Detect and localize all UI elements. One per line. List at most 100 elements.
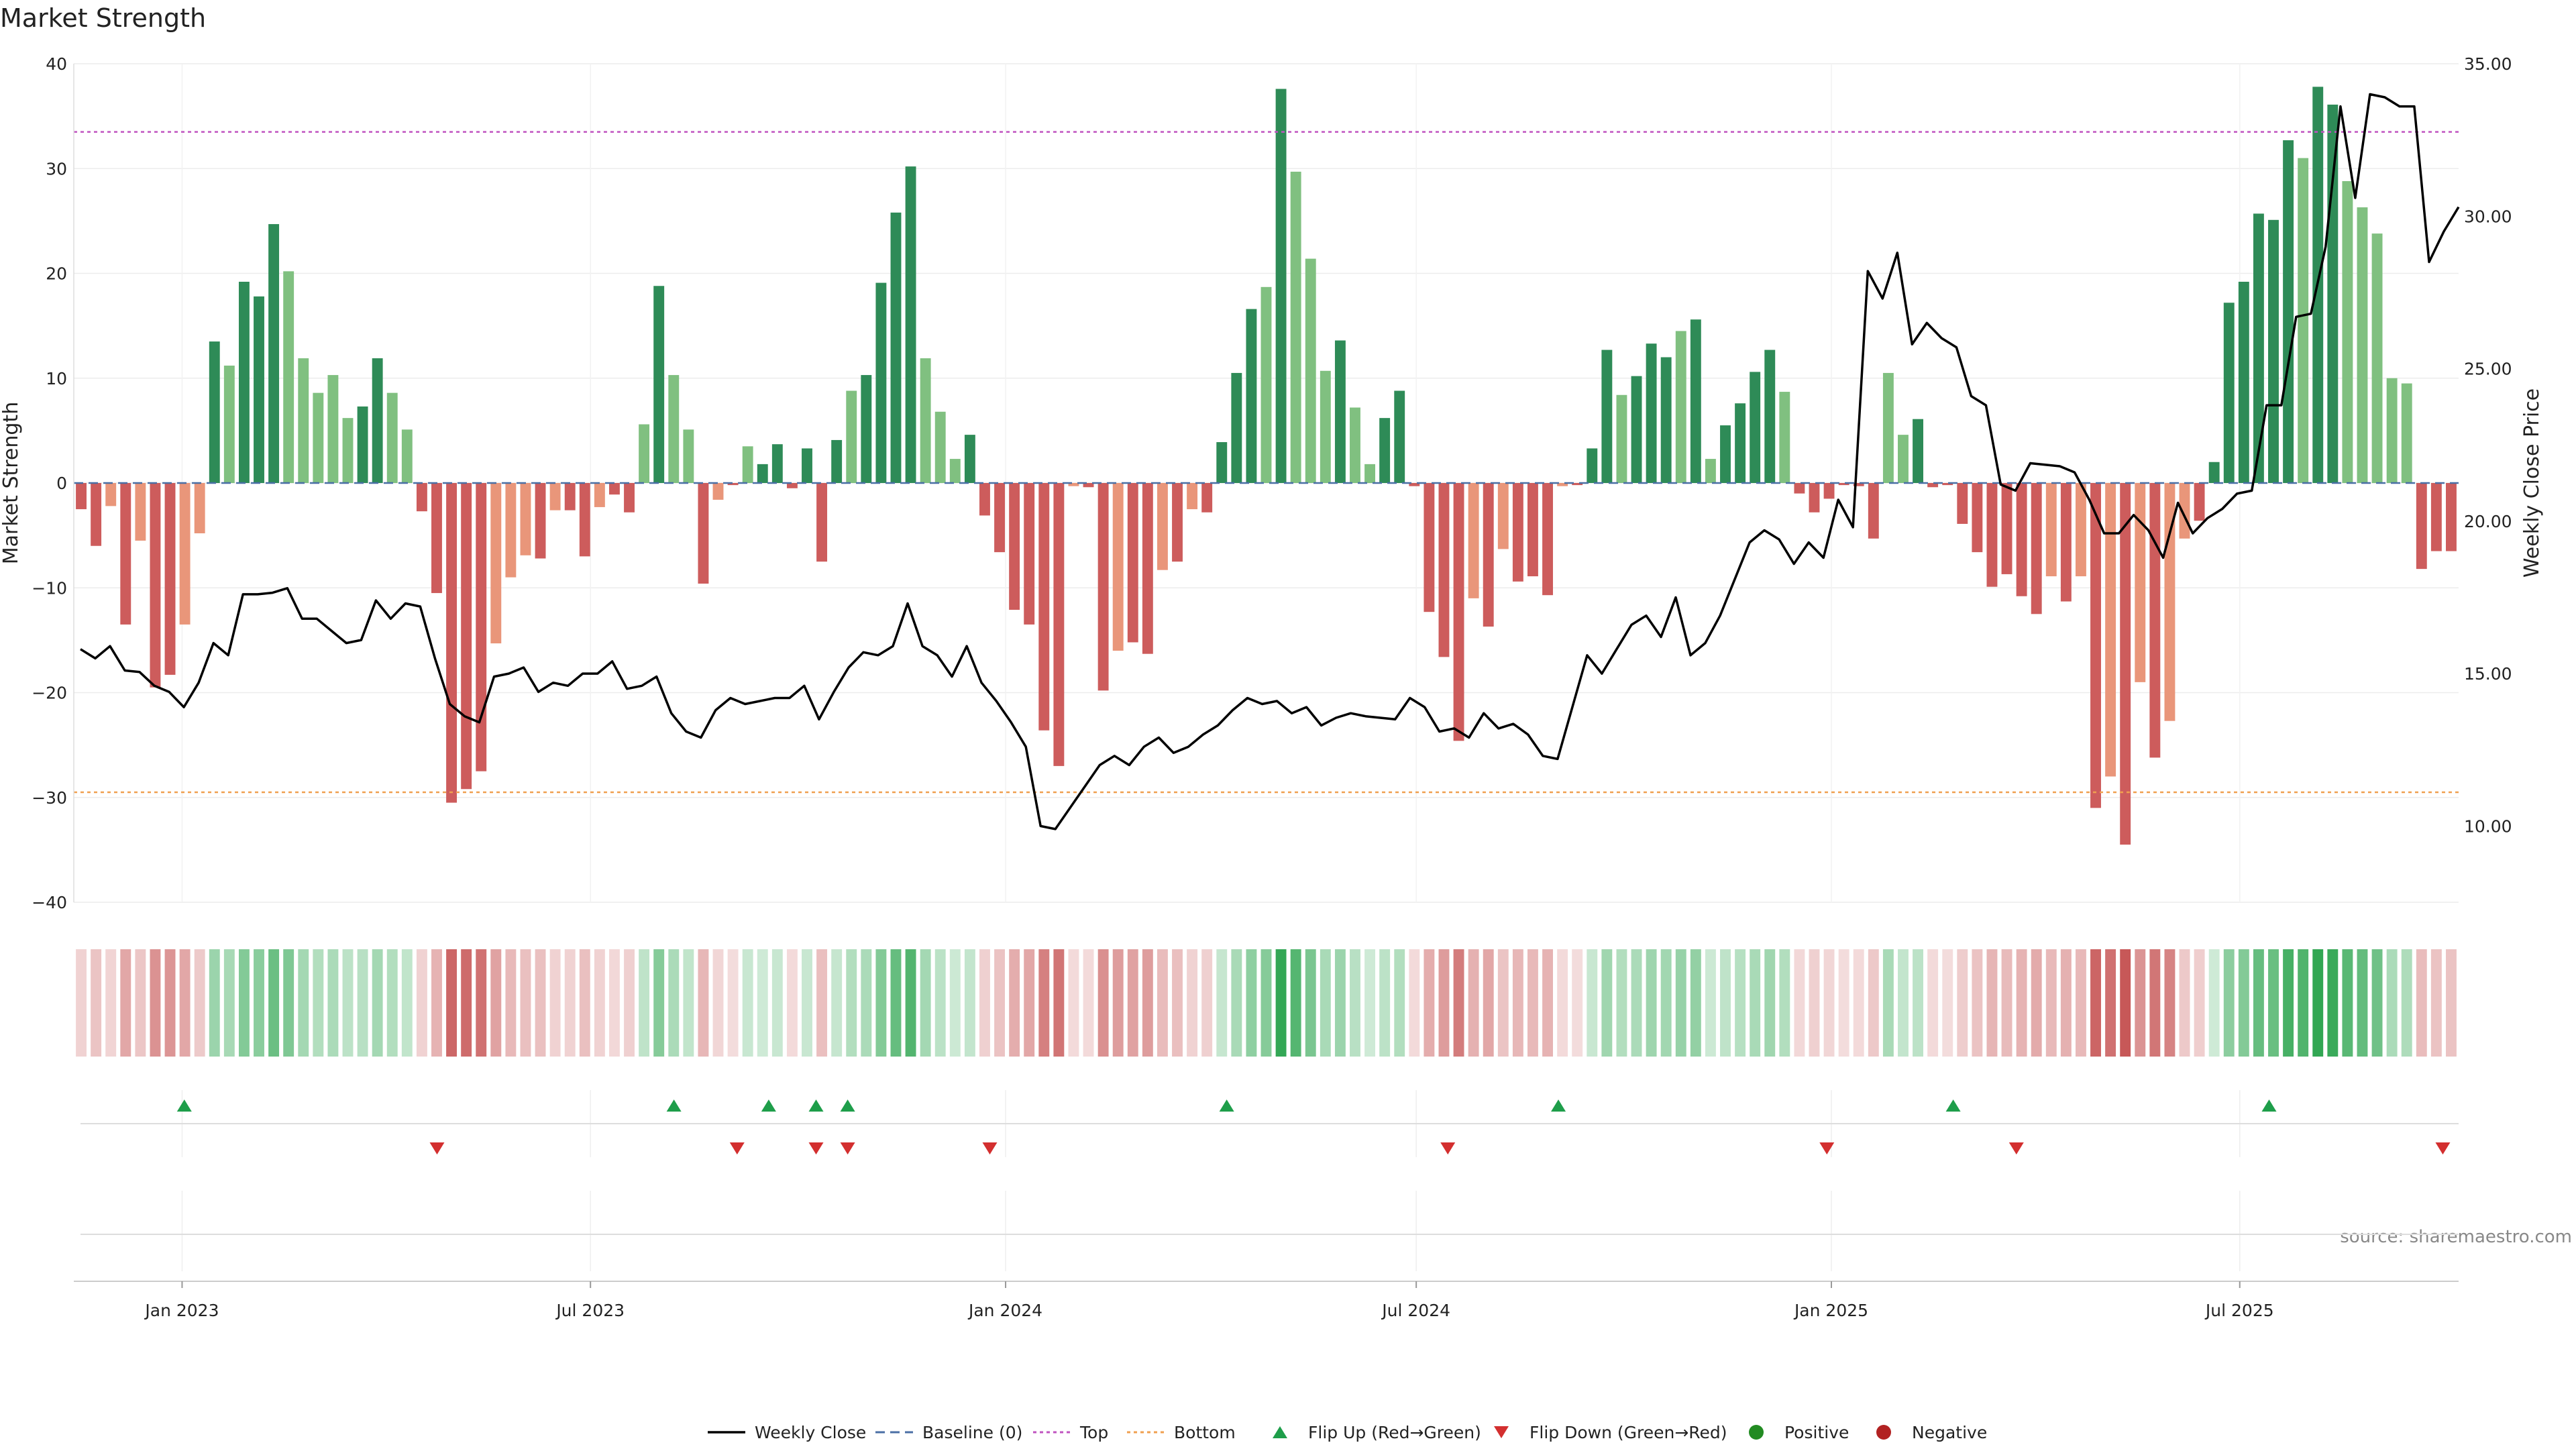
heat-cell (1468, 949, 1479, 1057)
flip-up-marker (1219, 1099, 1234, 1112)
strength-bar (1231, 372, 1242, 483)
heat-cell (608, 949, 620, 1057)
heat-cell (1690, 949, 1701, 1057)
legend-label: Flip Up (Red→Green) (1308, 1423, 1481, 1442)
heat-cell (2031, 949, 2042, 1057)
strength-bar (1320, 370, 1331, 483)
strength-bar (2001, 483, 2012, 574)
heat-cell (2105, 949, 2116, 1057)
heat-cell (2238, 949, 2249, 1057)
strength-bar (608, 483, 620, 495)
heat-cell (238, 949, 250, 1057)
heat-cell (1364, 949, 1376, 1057)
strength-bar (1379, 418, 1391, 483)
heat-cell (535, 949, 546, 1057)
strength-bar (461, 483, 472, 790)
left-tick-label: 40 (46, 54, 67, 74)
strength-bar (1823, 483, 1835, 499)
heat-cell (1068, 949, 1079, 1057)
strength-bar (105, 483, 117, 506)
heat-cell (2312, 949, 2324, 1057)
heat-cell (994, 949, 1005, 1057)
strength-bar (1334, 340, 1346, 483)
heat-cell (579, 949, 590, 1057)
heat-cell (2045, 949, 2057, 1057)
heat-cell (905, 949, 916, 1057)
heat-cell (2016, 949, 2027, 1057)
heat-cell (223, 949, 235, 1057)
heat-cell (327, 949, 339, 1057)
strength-bar (786, 483, 798, 488)
heat-cell (2283, 949, 2294, 1057)
strength-bar (1290, 171, 1301, 483)
heat-cell (120, 949, 131, 1057)
heat-cell (979, 949, 990, 1057)
strength-bar (949, 459, 961, 483)
strength-bar (2401, 383, 2412, 483)
heat-cell (461, 949, 472, 1057)
strength-bar (1053, 483, 1065, 766)
heat-cell (386, 949, 398, 1057)
strength-bar (1187, 483, 1198, 510)
heat-cell (639, 949, 650, 1057)
heat-cell (2416, 949, 2427, 1057)
strength-bar (298, 358, 309, 483)
heat-cell (668, 949, 680, 1057)
strength-bar (283, 271, 294, 483)
strength-bar (1112, 483, 1124, 651)
strength-bars (76, 87, 2457, 845)
heat-cell (564, 949, 576, 1057)
left-tick-label: 30 (46, 159, 67, 178)
strength-bar (2327, 104, 2339, 483)
strength-bar (920, 358, 931, 483)
heat-cell (357, 949, 368, 1057)
heat-cell (313, 949, 324, 1057)
heat-cell (1172, 949, 1183, 1057)
heat-cell (1438, 949, 1450, 1057)
heat-cell (446, 949, 458, 1057)
strength-bar (1690, 319, 1701, 483)
heat-cell (2060, 949, 2072, 1057)
heat-cell (2327, 949, 2339, 1057)
strength-bar (401, 429, 413, 483)
heat-cell (1882, 949, 1894, 1057)
left-tick-label: 0 (56, 474, 67, 493)
strength-bar (342, 418, 354, 483)
strength-bar (2120, 483, 2131, 845)
heat-cell (164, 949, 176, 1057)
strength-bar (816, 483, 828, 562)
strength-bar (2179, 483, 2190, 539)
heat-cell (934, 949, 946, 1057)
strength-bar (1083, 483, 1094, 488)
right-tick-label: 20.00 (2464, 512, 2512, 531)
heat-cell (1735, 949, 1746, 1057)
flip-up-marker (840, 1099, 855, 1112)
strength-bar (1364, 464, 1376, 483)
strength-bar (1572, 483, 1583, 486)
right-tick-label: 15.00 (2464, 664, 2512, 684)
flip-up-marker (808, 1099, 824, 1112)
heat-cell (105, 949, 117, 1057)
heat-cell (1231, 949, 1242, 1057)
strength-bar (802, 448, 812, 483)
strength-bar (135, 483, 146, 541)
strength-bar (164, 483, 176, 675)
heat-cell (283, 949, 294, 1057)
heat-cell (1350, 949, 1360, 1057)
heat-cell (1942, 949, 1953, 1057)
strength-bar (1913, 419, 1924, 483)
strength-bar (594, 483, 605, 507)
heat-strip (76, 949, 2457, 1057)
left-tick-label: −10 (32, 578, 67, 598)
x-tick-label: Jul 2025 (2204, 1301, 2274, 1320)
strength-bar (1172, 483, 1183, 562)
strength-bar (490, 483, 502, 644)
strength-bar (1275, 89, 1287, 483)
legend: Weekly Close Baseline (0) Top Bottom Flip Up… (708, 1423, 1987, 1442)
strength-bar (416, 483, 427, 512)
heat-cell (1927, 949, 1939, 1057)
heat-cell (1409, 949, 1420, 1057)
heat-cell (2298, 949, 2309, 1057)
heat-cell (1246, 949, 1257, 1057)
heat-cell (1024, 949, 1035, 1057)
